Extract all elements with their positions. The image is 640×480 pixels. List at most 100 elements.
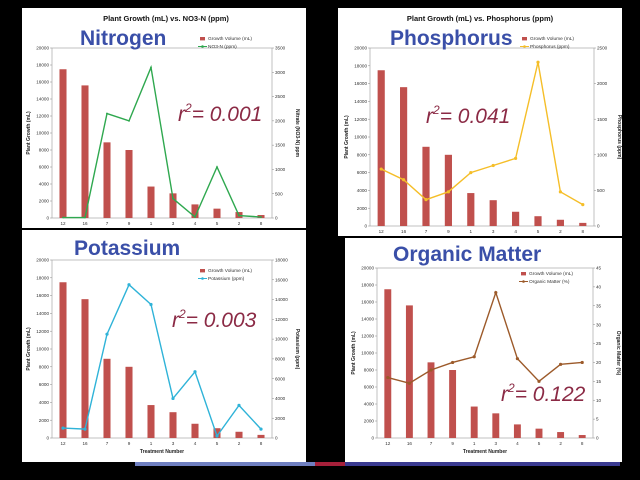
y2-tick-label: 0 <box>275 436 278 441</box>
r2-prefix: r <box>172 309 179 332</box>
bar-growth-volume <box>103 142 111 218</box>
x-tick-label: 12 <box>385 441 391 446</box>
y2-tick-label: 18000 <box>275 258 288 263</box>
bar-growth-volume <box>169 412 177 438</box>
bar-growth-volume <box>489 200 497 226</box>
x-axis-title: Treatment Number <box>140 449 184 455</box>
y-tick-label: 8000 <box>39 148 50 153</box>
legend-marker <box>522 280 525 283</box>
panel-title: Potassium <box>74 237 181 260</box>
line-point <box>216 166 218 168</box>
line-point <box>127 283 131 287</box>
y-tick-label: 4000 <box>39 400 50 405</box>
legend-label: Potassium (ppm) <box>208 276 245 282</box>
y-tick-label: 4000 <box>364 402 375 407</box>
y-tick-label: 20000 <box>36 258 49 263</box>
legend-label: NO3-N (ppm) <box>208 44 237 50</box>
y2-tick-label: 40 <box>596 284 602 289</box>
legend-label: Phosphorus (ppm) <box>530 44 570 50</box>
y2-tick-label: 10000 <box>275 337 288 342</box>
y2-tick-label: 45 <box>596 266 602 271</box>
line-point <box>402 178 406 182</box>
bar-growth-volume <box>191 204 199 218</box>
bar-growth-volume <box>492 413 500 438</box>
y2-tick-label: 2000 <box>275 416 286 421</box>
x-tick-label: 2 <box>559 229 562 234</box>
legend-marker <box>523 45 526 48</box>
legend-label: Growth Volume (mL) <box>529 271 573 277</box>
line-point <box>580 360 584 365</box>
footer-bar-segment-2 <box>315 462 345 466</box>
line-point <box>386 375 390 380</box>
x-tick-label: 7 <box>106 441 109 446</box>
r2-value: = 0.003 <box>185 309 257 332</box>
line-point <box>128 119 130 122</box>
y-tick-label: 12000 <box>36 329 49 334</box>
x-tick-label: 5 <box>537 229 540 234</box>
x-tick-label: 16 <box>401 229 407 234</box>
panel-title: Organic Matter <box>393 243 542 266</box>
series-line <box>62 283 262 438</box>
bar-growth-volume <box>257 434 265 438</box>
x-tick-label: 2 <box>559 441 562 446</box>
line-point <box>171 396 175 401</box>
y2-tick-label: 2000 <box>275 118 286 123</box>
line-point <box>429 368 433 372</box>
line-point <box>237 403 241 407</box>
line-point <box>472 355 476 359</box>
bar-growth-volume <box>377 70 385 226</box>
y2-tick-label: 30 <box>596 322 602 327</box>
y2-axis-title: Potassium (ppm) <box>294 329 300 370</box>
bar-growth-volume <box>213 208 221 218</box>
y-tick-label: 16000 <box>36 80 49 85</box>
bar-growth-volume <box>81 299 89 438</box>
x-tick-label: 5 <box>538 441 541 446</box>
y-tick-label: 12000 <box>354 117 367 122</box>
y2-tick-label: 0 <box>275 216 278 221</box>
bar-growth-volume <box>125 366 133 438</box>
r2-value: = 0.041 <box>439 105 511 128</box>
series-line <box>380 62 584 206</box>
x-tick-label: 1 <box>473 441 476 446</box>
r2-exponent: 2 <box>508 381 515 395</box>
x-tick-label: 8 <box>582 229 585 234</box>
legend-label: Growth Volume (mL) <box>208 36 252 42</box>
bar-growth-volume <box>103 358 111 438</box>
y2-tick-label: 1000 <box>275 167 286 172</box>
line-point <box>61 426 65 430</box>
y2-axis-title: Phosphorus (ppm) <box>616 115 622 160</box>
y-tick-label: 20000 <box>36 46 49 51</box>
y2-tick-label: 2000 <box>597 81 608 86</box>
panel-title: Nitrogen <box>80 27 167 50</box>
x-tick-label: 3 <box>172 221 175 226</box>
line-point <box>84 216 86 219</box>
x-tick-label: 8 <box>260 441 263 446</box>
y2-tick-label: 12000 <box>275 317 288 322</box>
r2-exponent: 2 <box>185 101 192 115</box>
line-point <box>150 66 152 69</box>
y2-axis-title: Nitrate (NO3-N) ppm <box>294 109 300 158</box>
y-tick-label: 2000 <box>357 206 368 211</box>
bar-growth-volume <box>400 87 408 226</box>
line-point <box>407 381 411 385</box>
phosphorus-panel: 0 2000 4000 6000 8000 10000 12000 14000 16000 180… <box>338 8 622 236</box>
y-axis-title: Plant Growth (mL) <box>26 111 32 155</box>
line-point <box>260 216 262 218</box>
nitrogen-panel: 0 2000 4000 6000 8000 10000 12000 14000 16000 180… <box>22 8 306 228</box>
y-tick-label: 6000 <box>357 170 368 175</box>
x-tick-label: 8 <box>581 441 584 446</box>
legend-label: Growth Volume (mL) <box>530 36 574 42</box>
y-tick-label: 0 <box>46 436 49 441</box>
y2-tick-label: 4000 <box>275 396 286 401</box>
x-tick-label: 12 <box>60 221 66 226</box>
y-tick-label: 8000 <box>357 152 368 157</box>
line-point <box>379 167 383 171</box>
line-point <box>149 302 153 307</box>
y2-tick-label: 3000 <box>275 70 286 75</box>
y-tick-label: 20000 <box>354 46 367 51</box>
bar-growth-volume <box>579 222 587 226</box>
y-tick-label: 10000 <box>354 135 367 140</box>
x-tick-label: 4 <box>194 221 197 226</box>
line-point <box>491 163 495 168</box>
y-tick-label: 10000 <box>36 131 49 136</box>
